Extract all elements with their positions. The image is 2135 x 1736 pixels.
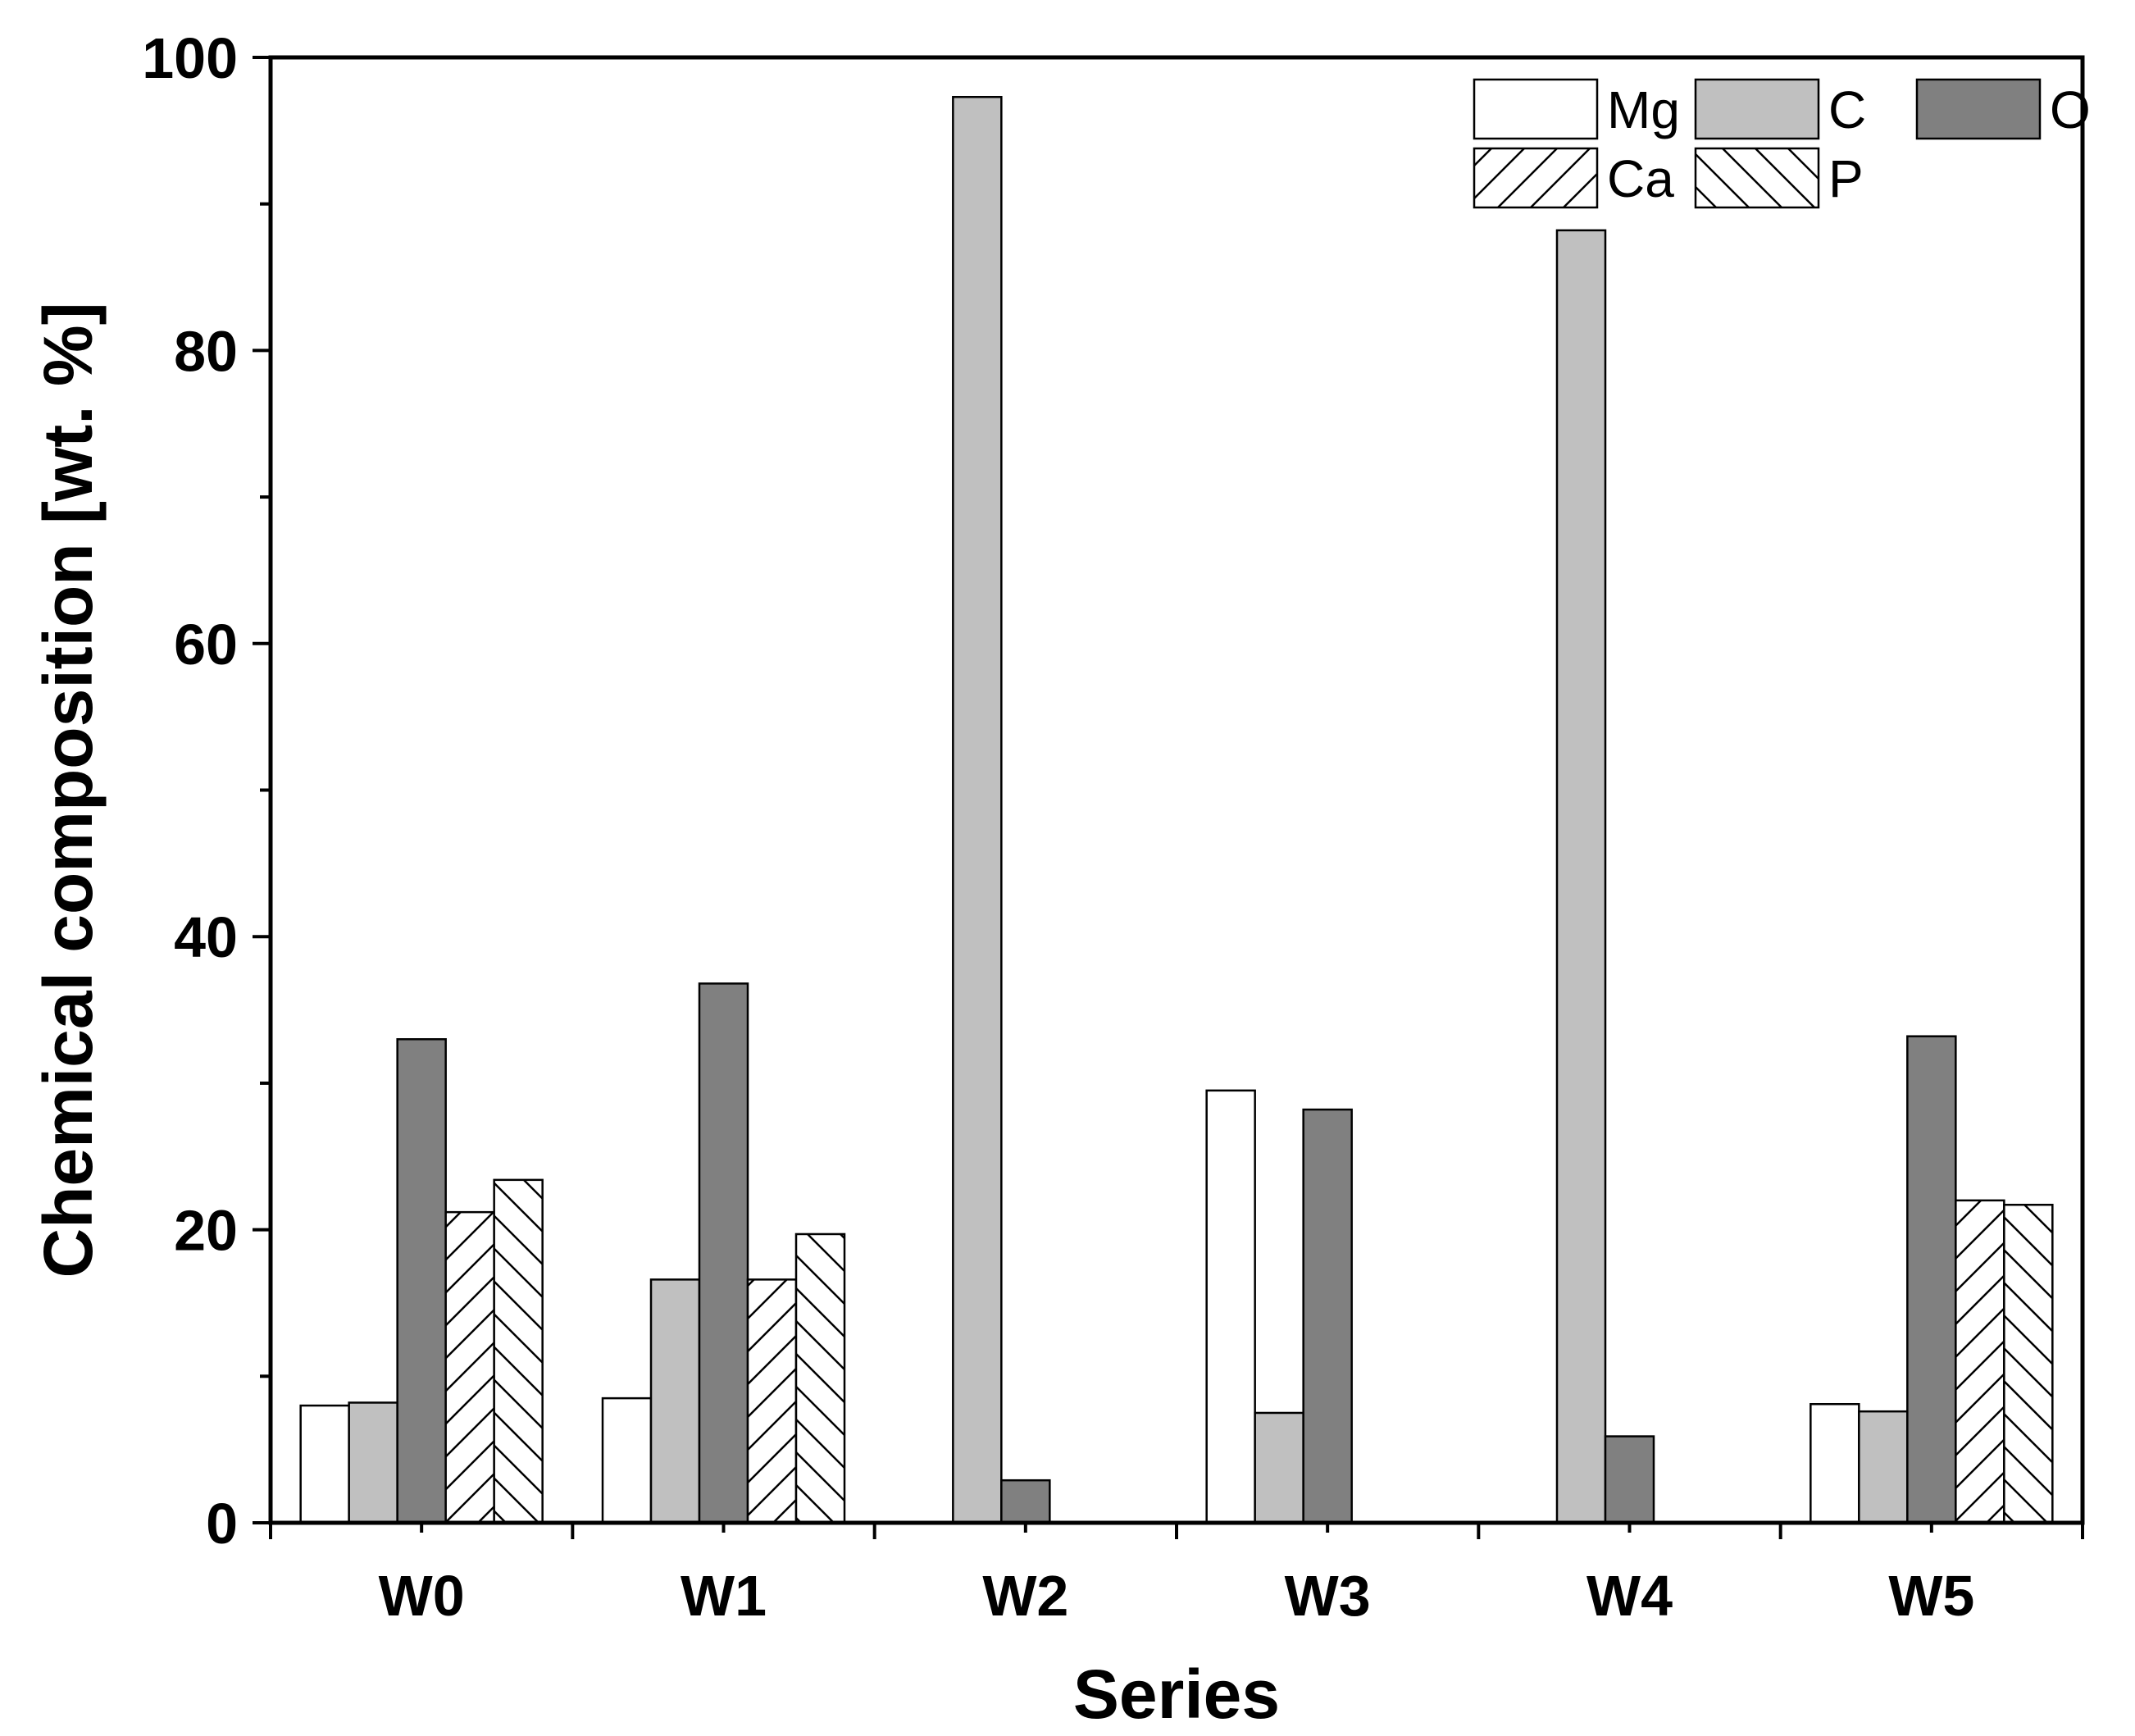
bar-w0-p xyxy=(493,1178,544,1524)
y-tick-label: 20 xyxy=(174,1199,238,1263)
bar-w4-o xyxy=(1604,1435,1655,1524)
legend-label-mg: Mg xyxy=(1607,80,1680,139)
x-tick-label: W0 xyxy=(379,1564,465,1628)
bar-w3-c xyxy=(1254,1411,1304,1524)
bar-w1-o xyxy=(698,982,749,1524)
bar-w1-p xyxy=(794,1233,846,1524)
bars-layer xyxy=(299,95,2054,1524)
y-tick-label: 0 xyxy=(206,1492,238,1556)
y-tick-label: 60 xyxy=(174,613,238,677)
bar-w0-ca xyxy=(444,1210,495,1524)
legend-swatch-p xyxy=(1694,147,1820,209)
x-tick-label: W4 xyxy=(1586,1564,1673,1628)
bar-w2-c xyxy=(952,95,1003,1524)
bar-w5-o xyxy=(1906,1035,1957,1524)
legend-swatch-c xyxy=(1694,78,1820,140)
bar-w0-mg xyxy=(299,1404,350,1524)
x-axis-title: Series xyxy=(1073,1656,1280,1733)
bar-w3-mg xyxy=(1205,1089,1256,1524)
legend-swatch-mg xyxy=(1473,78,1599,140)
y-tick-label: 100 xyxy=(142,26,238,90)
bar-w0-c xyxy=(348,1401,398,1524)
bar-w1-ca xyxy=(746,1278,798,1524)
bar-w5-p xyxy=(2003,1203,2054,1524)
bar-w4-c xyxy=(1555,229,1607,1524)
x-tick-label: W1 xyxy=(681,1564,767,1628)
x-tick-label: W5 xyxy=(1888,1564,1974,1628)
bar-w5-ca xyxy=(1955,1199,2005,1524)
legend-label-o: O xyxy=(2050,80,2091,139)
legend: Mg C O Ca P xyxy=(1473,78,2091,209)
legend-swatch-o xyxy=(1915,78,2042,140)
bar-w3-o xyxy=(1302,1108,1353,1524)
y-tick-label: 40 xyxy=(174,905,238,969)
bar-w5-c xyxy=(1858,1410,1909,1524)
x-tick-label: W3 xyxy=(1285,1564,1371,1628)
bar-w2-o xyxy=(1000,1479,1051,1524)
bar-w0-o xyxy=(396,1038,447,1524)
legend-label-c: C xyxy=(1828,80,1866,139)
y-axis-title: Chemical composition [wt. %] xyxy=(30,302,107,1278)
axes-layer: 0 20 40 60 80 100 W0 W1 W2 W3 W4 W5 xyxy=(142,26,2084,1628)
bar-w5-mg xyxy=(1810,1403,1860,1524)
x-tick-label: W2 xyxy=(982,1564,1068,1628)
bar-w1-mg xyxy=(601,1397,653,1524)
legend-label-ca: Ca xyxy=(1607,149,1674,208)
y-tick-label: 80 xyxy=(174,319,238,383)
legend-swatch-ca xyxy=(1473,147,1599,209)
legend-label-p: P xyxy=(1828,149,1864,208)
bar-w1-c xyxy=(649,1278,701,1524)
